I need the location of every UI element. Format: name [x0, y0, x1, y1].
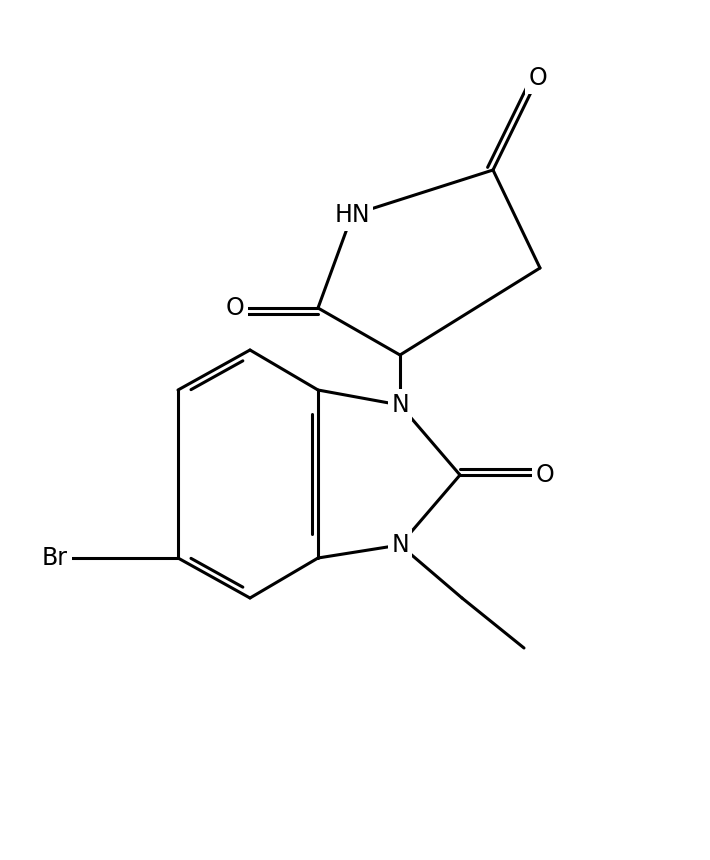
Text: O: O	[226, 296, 244, 320]
Text: O: O	[535, 463, 555, 487]
Text: O: O	[529, 66, 547, 90]
Text: Br: Br	[42, 546, 68, 570]
Text: N: N	[391, 533, 409, 557]
Text: N: N	[391, 393, 409, 417]
Text: HN: HN	[334, 203, 370, 227]
